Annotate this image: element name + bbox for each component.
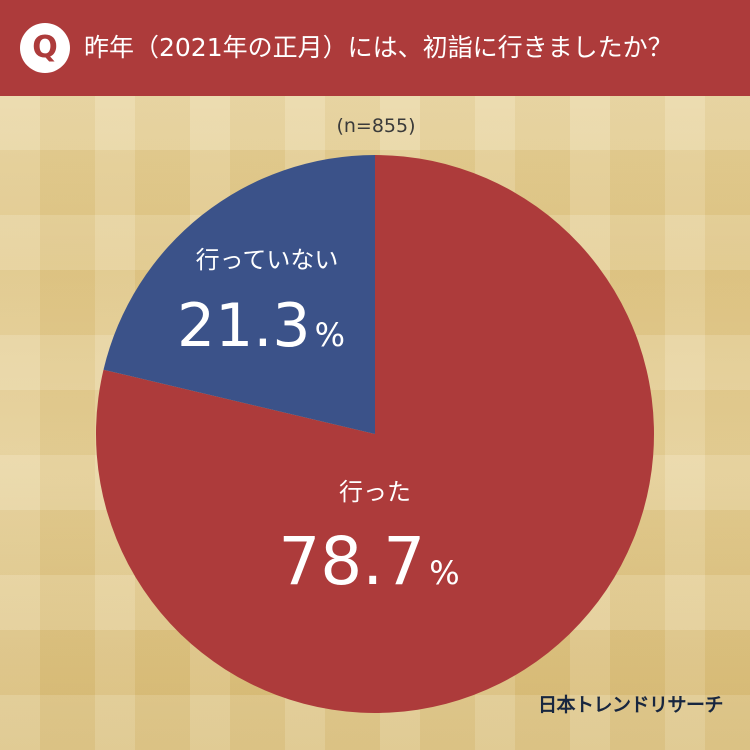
- question-text: 昨年（2021年の正月）には、初詣に行きましたか？: [84, 33, 673, 62]
- slice-value-0: 78.7%: [278, 523, 459, 600]
- slice-label-1: 行っていない: [196, 246, 339, 274]
- brand-logo: 日本トレンドリサーチ: [538, 694, 724, 716]
- slice-value-1: 21.3%: [177, 291, 345, 361]
- slice-label-0: 行った: [339, 478, 411, 506]
- q-letter: Q: [32, 30, 58, 65]
- q-badge: Q: [20, 23, 70, 73]
- sample-size-label: (n=855): [336, 115, 416, 137]
- question-header: Q 昨年（2021年の正月）には、初詣に行きましたか？: [0, 0, 750, 96]
- pie-slice-1: [103, 155, 375, 434]
